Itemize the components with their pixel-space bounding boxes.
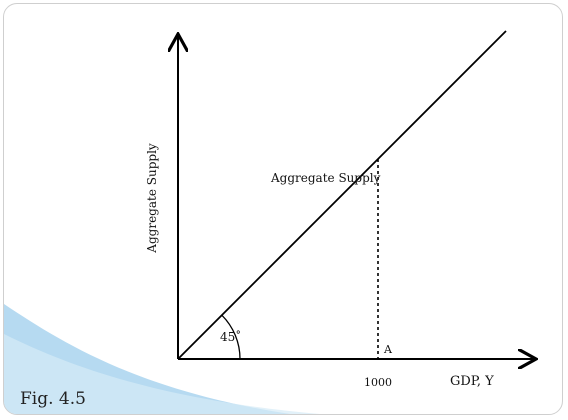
y-axis-label: Aggregate Supply: [145, 143, 159, 254]
x-axis-label: GDP, Y: [450, 374, 494, 389]
angle-label: 45˚: [220, 329, 241, 344]
aggregate-supply-line: [177, 30, 507, 360]
point-label: A: [383, 343, 393, 356]
figure-caption-band: [4, 304, 320, 414]
x-tick-label: 1000: [364, 376, 392, 389]
aggregate-supply-chart: Aggregate Supply GDP, Y Aggregate Supply…: [145, 30, 563, 389]
angle-arc: [221, 314, 241, 360]
figure-frame: Aggregate Supply GDP, Y Aggregate Supply…: [3, 3, 563, 415]
figure-label: Fig. 4.5: [20, 389, 86, 409]
series-label: Aggregate Supply: [270, 171, 381, 185]
